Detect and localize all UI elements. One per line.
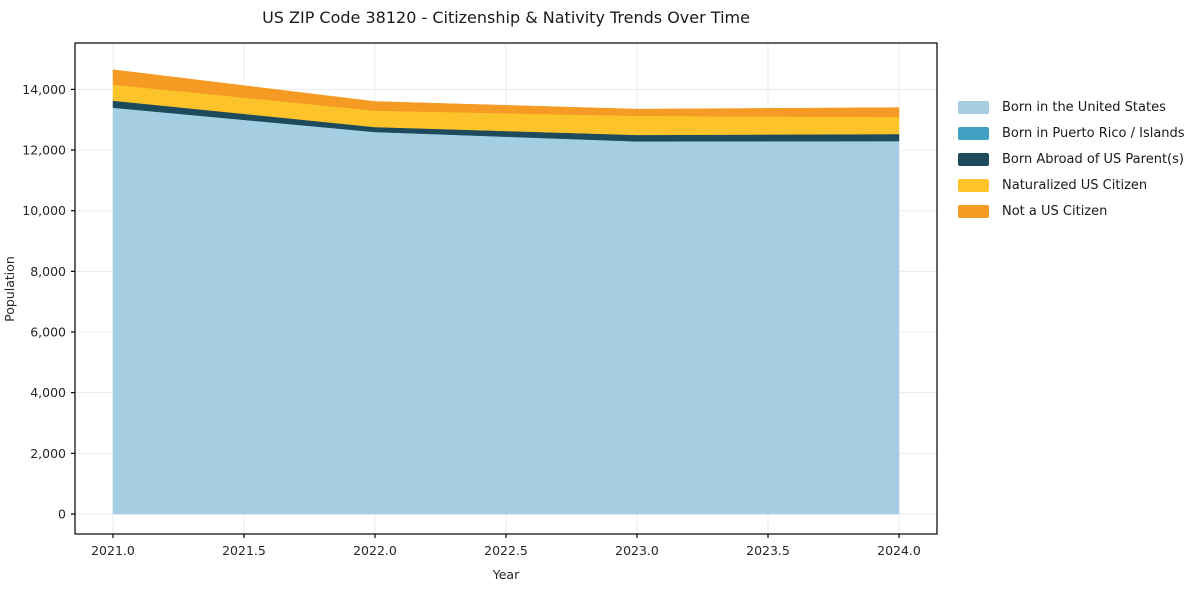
legend-item-2: Born Abroad of US Parent(s): [958, 153, 1185, 166]
legend-label: Born Abroad of US Parent(s): [1002, 152, 1184, 167]
legend-item-1: Born in Puerto Rico / Islands: [958, 127, 1185, 140]
legend-swatch-icon: [958, 179, 989, 192]
legend-swatch-icon: [958, 153, 989, 166]
y-tick-label: 12,000: [22, 143, 66, 158]
axis-tick-labels: 2021.0 2021.5 2022.0 2022.5 2023.0 2023.5 2024…: [22, 82, 921, 558]
legend-swatch-icon: [958, 127, 989, 140]
axis-ticks: [71, 88, 900, 538]
legend: Born in the United States Born in Puerto …: [958, 101, 1185, 218]
legend-item-4: Not a US Citizen: [958, 205, 1185, 218]
y-tick-label: 14,000: [22, 82, 66, 97]
x-tick-label: 2023.0: [615, 543, 659, 558]
legend-swatch-icon: [958, 101, 989, 114]
x-tick-label: 2024.0: [877, 543, 921, 558]
x-tick-label: 2023.5: [746, 543, 790, 558]
legend-item-0: Born in the United States: [958, 101, 1185, 114]
y-tick-label: 10,000: [22, 203, 66, 218]
y-tick-label: 0: [58, 506, 66, 521]
legend-label: Born in the United States: [1002, 100, 1166, 115]
x-tick-label: 2021.0: [91, 543, 135, 558]
y-tick-label: 6,000: [30, 325, 66, 340]
area-series-4: [112, 69, 900, 118]
x-tick-label: 2022.0: [353, 543, 397, 558]
legend-swatch-icon: [958, 205, 989, 218]
legend-item-3: Naturalized US Citizen: [958, 179, 1185, 192]
x-tick-label: 2021.5: [222, 543, 266, 558]
stacked-areas: [112, 69, 900, 515]
area-series-0: [112, 107, 900, 515]
y-tick-label: 4,000: [30, 385, 66, 400]
chart-title: US ZIP Code 38120 - Citizenship & Nativi…: [262, 8, 750, 27]
y-tick-label: 2,000: [30, 446, 66, 461]
y-tick-label: 8,000: [30, 264, 66, 279]
legend-label: Not a US Citizen: [1002, 204, 1108, 219]
x-axis-label: Year: [492, 567, 520, 582]
y-axis-label: Population: [2, 256, 17, 322]
legend-label: Naturalized US Citizen: [1002, 178, 1148, 193]
x-tick-label: 2022.5: [484, 543, 528, 558]
legend-label: Born in Puerto Rico / Islands: [1002, 126, 1185, 141]
